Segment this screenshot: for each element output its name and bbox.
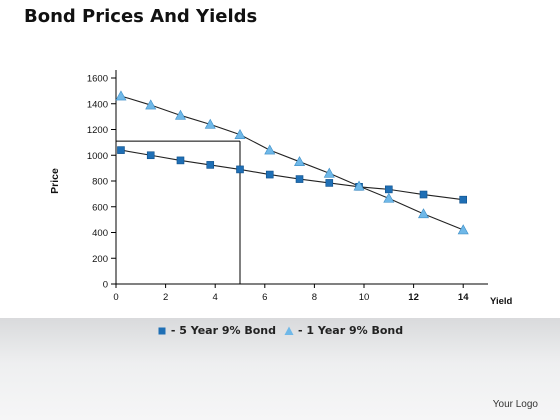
series-1-point: [384, 185, 393, 194]
series-line-2: [120, 95, 464, 231]
series-2-point: [383, 192, 395, 203]
series-1-point: [236, 165, 244, 174]
legend-label-2: - 1 Year 9% Bond: [298, 324, 404, 337]
series-2-point: [145, 99, 157, 110]
x-tick-label: 8: [312, 292, 317, 303]
y-tick-label: 400: [92, 228, 108, 239]
x-tick-label: 2: [163, 292, 168, 303]
series-1-point: [295, 175, 304, 183]
y-tick-label: 1600: [87, 74, 108, 85]
series-2-point: [353, 180, 365, 191]
series-2-point: [115, 90, 127, 101]
legend-item-1: - 5 Year 9% Bond: [157, 324, 276, 337]
y-tick-label: 600: [92, 202, 108, 213]
page-title: Bond Prices And Yields: [24, 6, 258, 27]
x-tick-label: 10: [359, 292, 370, 303]
x-tick-label: 12: [408, 292, 419, 303]
x-tick-label: 0: [113, 292, 118, 303]
series-2-point: [294, 156, 306, 166]
series-1-point: [419, 190, 428, 199]
legend-marker-1: [158, 327, 166, 334]
y-tick-label: 800: [92, 177, 108, 188]
series-2-point: [204, 118, 216, 129]
series-2-point: [174, 109, 186, 120]
y-tick-label: 1000: [87, 151, 108, 162]
legend-marker-2: [284, 326, 294, 335]
series-1-point: [265, 170, 274, 179]
series-2-point: [418, 208, 430, 219]
y-axis-label: Price: [49, 168, 61, 194]
legend-label-1: - 5 Year 9% Bond: [170, 324, 276, 337]
x-tick-label: 14: [458, 292, 469, 303]
logo-text: Your Logo: [492, 399, 538, 410]
series-2-point: [323, 167, 335, 178]
x-tick-label: 6: [262, 292, 267, 303]
title-bar: Bond Prices And Yields: [0, 0, 560, 36]
series-2-point: [264, 144, 276, 155]
series-1-point: [325, 179, 334, 187]
y-tick-label: 0: [103, 280, 108, 291]
series-1-point: [206, 161, 215, 169]
series-1-point: [176, 156, 185, 165]
series-1-point: [117, 146, 125, 154]
y-tick-label: 1400: [87, 99, 108, 110]
series-line-1: [120, 149, 464, 201]
series-2-point: [457, 224, 469, 235]
y-tick-label: 200: [92, 254, 108, 265]
series-1-point: [146, 151, 155, 160]
series-2-point: [234, 129, 246, 139]
y-tick-label: 1200: [87, 125, 108, 136]
legend-item-2: - 1 Year 9% Bond: [284, 324, 403, 337]
chart-legend: - 5 Year 9% Bond - 1 Year 9% Bond: [0, 324, 560, 337]
x-axis-label: Yield: [490, 296, 513, 307]
series-1-point: [459, 195, 468, 204]
x-tick-label: 4: [213, 292, 218, 303]
chart-background: [0, 36, 560, 318]
footer-band: Your Logo: [0, 318, 560, 420]
